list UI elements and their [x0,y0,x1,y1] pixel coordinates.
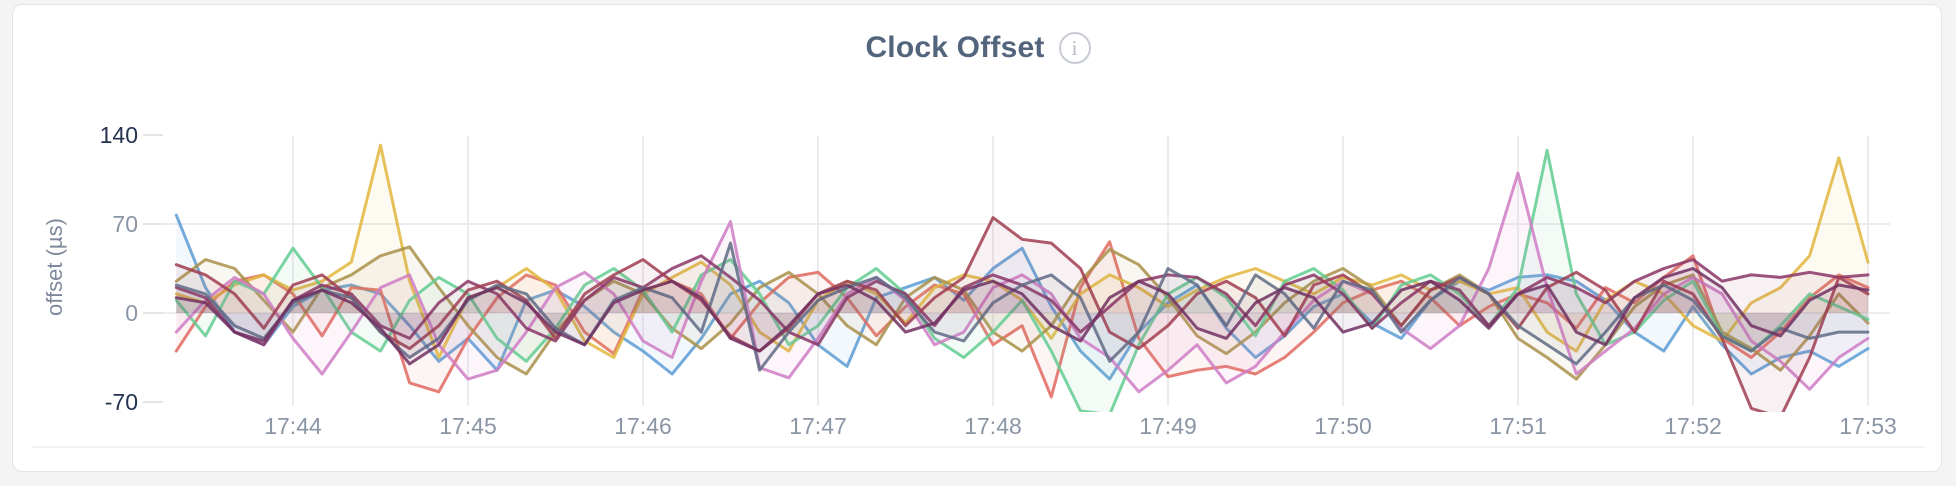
x-axis-label-17:47: 17:47 [789,413,847,439]
y-axis-label-140: 140 [99,122,138,148]
series-line-series-1 [174,213,1870,381]
y-axis-label-70: 70 [112,211,138,237]
series-area-series-4 [176,246,1868,380]
x-axis-label-17:52: 17:52 [1664,413,1722,439]
series-area-series-5 [176,150,1868,412]
x-axis-label-17:50: 17:50 [1314,413,1372,439]
x-axis-label-17:44: 17:44 [264,413,322,439]
series-area-series-9 [176,243,1868,371]
chart-card [12,4,1942,472]
x-axis-label-17:48: 17:48 [964,413,1022,439]
info-icon[interactable]: i [1058,32,1091,64]
x-axis-label-17:53: 17:53 [1839,413,1897,439]
x-axis-label-17:46: 17:46 [614,413,672,439]
clock-offset-plot-area[interactable] [140,90,1912,412]
chart-header: Clock Offset i [0,26,1956,70]
series-area-series-8 [176,217,1868,412]
series-line-series-10 [174,267,1870,366]
series-area-series-2 [176,241,1868,397]
x-axis-label-17:45: 17:45 [439,413,497,439]
x-axis-label-17:49: 17:49 [1139,413,1197,439]
series-line-series-6 [174,171,1870,394]
series-area-series-1 [176,215,1868,380]
series-area-series-7 [176,255,1868,345]
card-bottom-divider [32,446,1924,448]
chart-title: Clock Offset [865,31,1045,64]
x-axis-label-17:51: 17:51 [1489,413,1547,439]
y-axis-label-0: 0 [125,300,138,326]
y-axis-label--70: -70 [104,389,138,415]
series-area-series-3 [176,145,1868,358]
series-line-series-8 [174,216,1870,412]
series-line-series-2 [174,240,1870,399]
